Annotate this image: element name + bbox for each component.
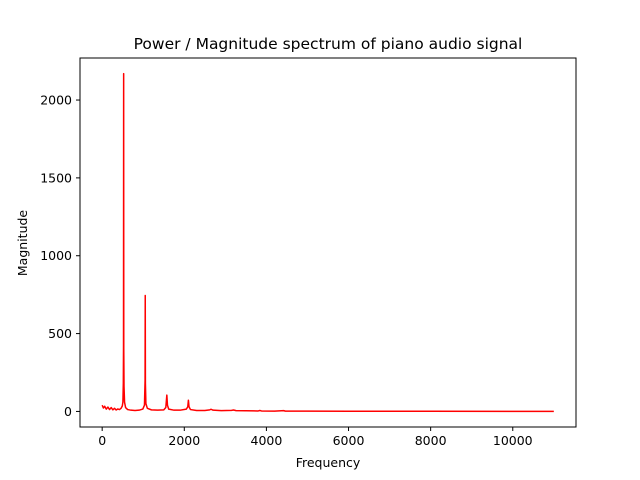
x-axis: 0 2000 4000 6000 8000 10000 <box>98 427 533 448</box>
y-tick-label: 1000 <box>40 248 72 263</box>
x-axis-label: Frequency <box>296 455 361 470</box>
x-tick-label: 8000 <box>415 433 447 448</box>
y-tick-label: 1500 <box>40 170 72 185</box>
y-axis-label: Magnitude <box>15 210 30 277</box>
x-tick-label: 2000 <box>168 433 200 448</box>
x-tick-label: 6000 <box>333 433 365 448</box>
plot-area <box>79 57 577 428</box>
axes-frame <box>79 57 577 428</box>
y-tick-label: 500 <box>48 326 72 341</box>
x-tick-label: 10000 <box>493 433 533 448</box>
chart-title: Power / Magnitude spectrum of piano audi… <box>134 35 523 53</box>
y-axis: 0 500 1000 1500 2000 <box>40 93 80 419</box>
x-tick-label: 0 <box>98 433 106 448</box>
y-tick-label: 0 <box>64 404 72 419</box>
x-tick-label: 4000 <box>251 433 283 448</box>
spectrum-line-0 <box>101 72 554 413</box>
y-tick-label: 2000 <box>40 93 72 108</box>
